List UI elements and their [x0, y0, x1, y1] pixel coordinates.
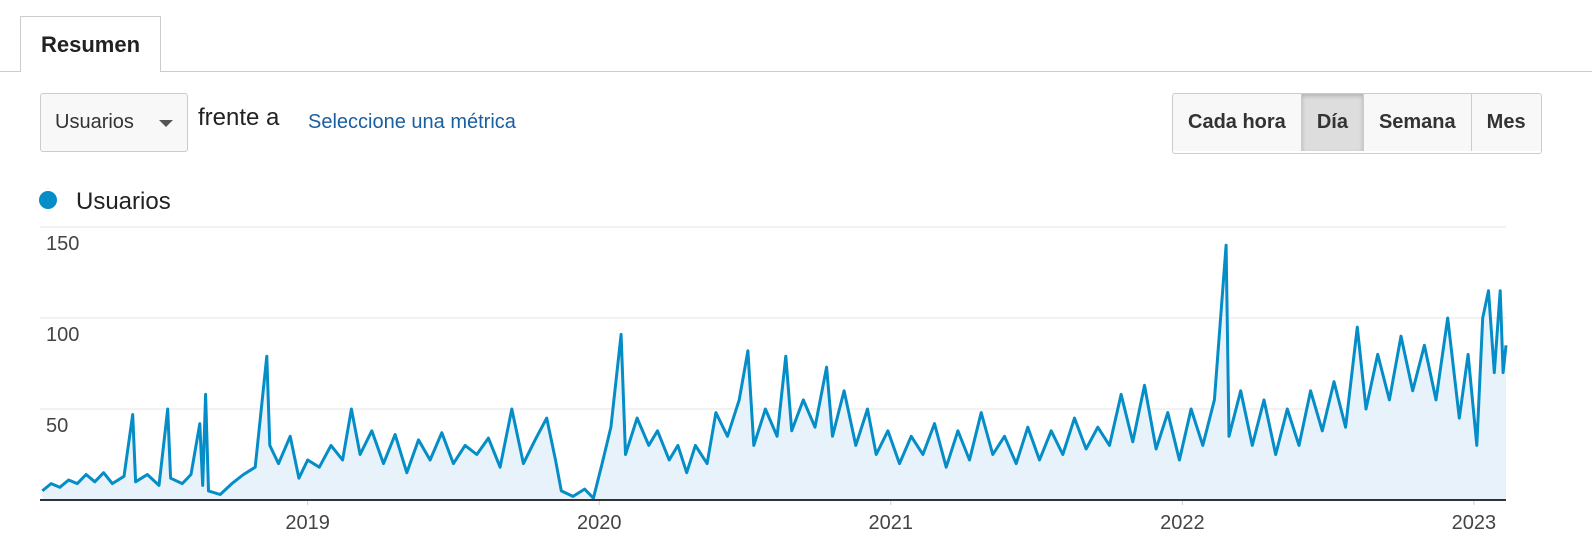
granularity-group: Cada hora Día Semana Mes [1172, 93, 1542, 154]
granularity-button[interactable]: Día [1300, 94, 1363, 151]
tab-underline [0, 71, 1592, 72]
x-tick-label: 2019 [285, 512, 330, 534]
tab[interactable]: Resumen [20, 16, 161, 72]
x-tick-label: 2021 [869, 512, 914, 534]
x-tick-label: 2020 [577, 512, 622, 534]
granularity-button[interactable]: Mes [1470, 94, 1541, 151]
x-tick-label: 2023 [1452, 512, 1497, 534]
x-tick-label: 2022 [1160, 512, 1205, 534]
granularity-button[interactable]: Cada hora [1173, 94, 1301, 151]
line [41, 243, 1508, 500]
metric-dropdown[interactable]: Usuarios [40, 93, 188, 152]
legend-dot [39, 191, 57, 209]
y-tick-label: 50 [46, 415, 68, 437]
legend-label: Usuarios [76, 188, 171, 215]
area [42, 245, 1506, 500]
compare-metric-link[interactable]: Seleccione una métrica [308, 111, 516, 133]
y-tick-label: 150 [46, 233, 79, 255]
granularity-button[interactable]: Semana [1362, 94, 1471, 151]
versus-text: frente a [198, 104, 280, 131]
y-tick-label: 100 [46, 324, 79, 346]
